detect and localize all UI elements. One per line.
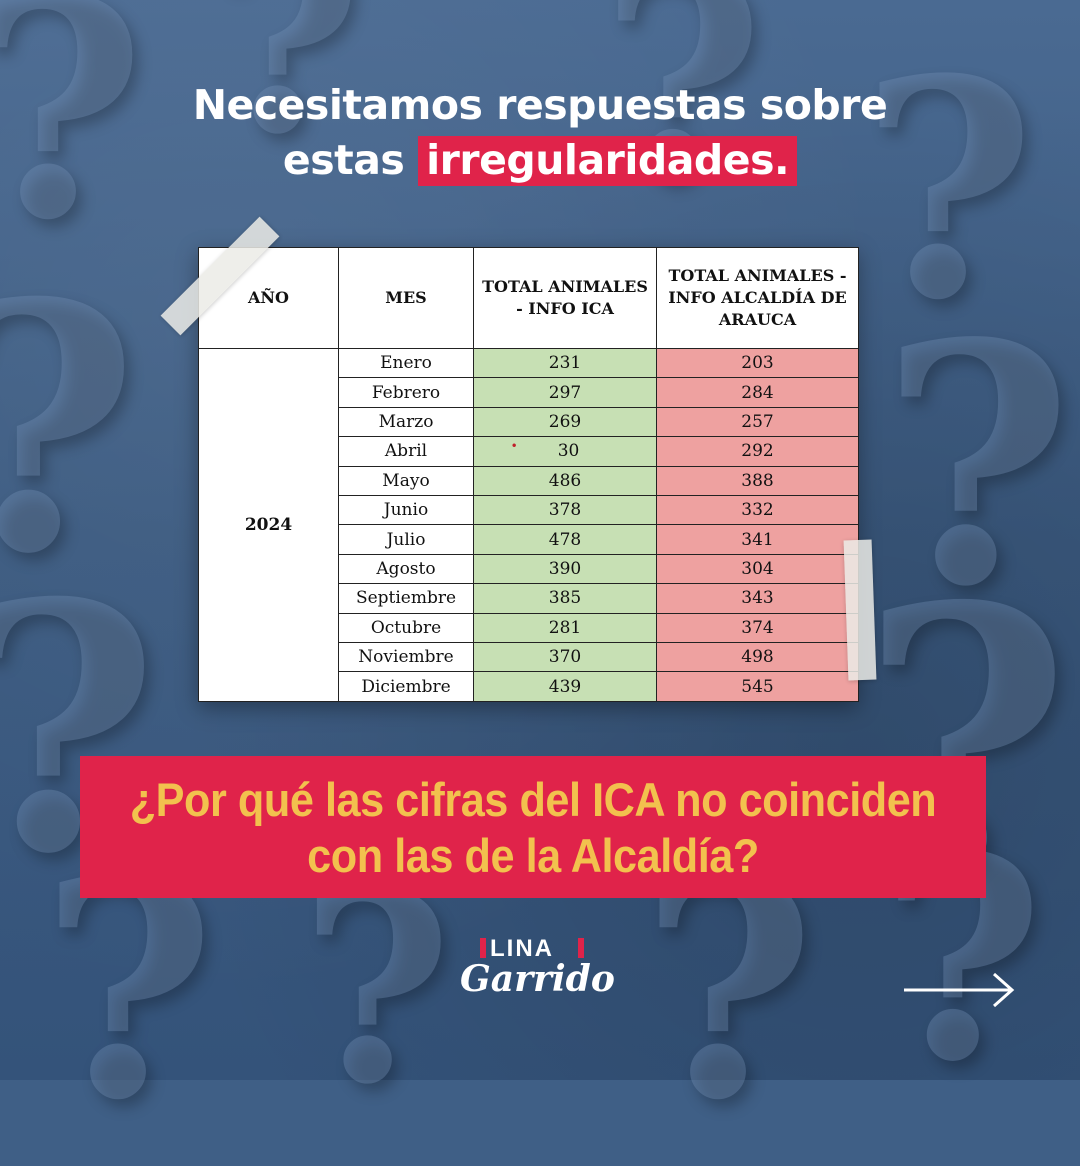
ica-value-cell: 281 <box>473 612 657 644</box>
alcaldia-value-cell: 374 <box>656 612 859 644</box>
ica-value-cell: 370 <box>473 642 657 673</box>
alcaldia-value-cell: 203 <box>656 347 859 379</box>
header-month: MES <box>338 247 474 349</box>
table-row: Noviembre 370 498 <box>199 642 859 673</box>
headline-highlight: irregularidades. <box>418 136 798 186</box>
alcaldia-value-cell: 257 <box>656 406 859 438</box>
ica-value-cell: 297 <box>473 377 657 408</box>
month-cell: Mayo <box>338 465 474 497</box>
ica-value-cell: 478 <box>473 524 657 555</box>
alcaldia-value-cell: 343 <box>656 583 859 614</box>
brand-logo: LINA Garrido <box>450 930 640 1030</box>
headline: Necesitamos respuestas sobre estas irreg… <box>0 78 1080 188</box>
table-header-row: AÑO MES TOTAL ANIMALES - INFO ICA TOTAL … <box>198 247 859 349</box>
header-alcaldia: TOTAL ANIMALES - INFO ALCALDÍA DE ARAUCA <box>656 247 859 349</box>
ica-value-cell: 385 <box>473 583 657 614</box>
alcaldia-value-cell: 284 <box>656 377 859 408</box>
alcaldia-value-cell: 341 <box>656 524 859 555</box>
data-table-image: AÑO MES TOTAL ANIMALES - INFO ICA TOTAL … <box>198 247 859 702</box>
next-arrow-icon[interactable] <box>902 972 1018 1008</box>
headline-line1: Necesitamos respuestas sobre <box>192 81 888 129</box>
headline-line2: estas irregularidades. <box>0 133 1080 188</box>
logo-top-text: LINA <box>490 935 554 962</box>
headline-line2-prefix: estas <box>282 136 419 184</box>
month-cell: Febrero <box>338 377 474 408</box>
data-table: AÑO MES TOTAL ANIMALES - INFO ICA TOTAL … <box>198 247 859 702</box>
month-cell: Diciembre <box>338 671 474 702</box>
ica-value-cell: 269 <box>473 406 657 438</box>
table-row: Abril • 30 292 <box>199 436 859 467</box>
alcaldia-value-cell: 292 <box>656 436 859 467</box>
month-cell: Septiembre <box>338 583 474 614</box>
table-row: Agosto 390 304 <box>199 553 859 585</box>
question-banner <box>80 756 986 898</box>
logo-script-text: Garrido <box>460 958 615 1000</box>
month-cell: Enero <box>338 347 474 379</box>
table-row: 2024 Enero 231 203 <box>198 347 859 702</box>
month-cell: Julio <box>338 524 474 555</box>
month-cell: Octubre <box>338 612 474 644</box>
ica-value-cell: 378 <box>473 495 657 526</box>
question-line2: con las de la Alcaldía? <box>307 829 759 882</box>
question-line1: ¿Por qué las cifras del ICA no coinciden <box>129 773 937 826</box>
year-cell: 2024 <box>198 348 339 702</box>
table-row: Octubre 281 374 <box>199 612 859 644</box>
ica-value-cell: 390 <box>473 553 657 585</box>
table-row: Diciembre 439 545 <box>199 671 859 702</box>
month-cell: Junio <box>338 495 474 526</box>
ica-value-cell: 439 <box>473 671 657 702</box>
month-cell: Abril <box>338 436 474 467</box>
question-text: ¿Por qué las cifras del ICA no coinciden… <box>116 772 950 884</box>
ica-value-cell: 231 <box>473 347 657 379</box>
header-ica: TOTAL ANIMALES - INFO ICA <box>473 247 657 349</box>
alcaldia-value-cell: 498 <box>656 642 859 673</box>
ica-value: 30 <box>557 441 580 462</box>
table-row: Julio 478 341 <box>199 524 859 555</box>
table-row: Junio 378 332 <box>199 495 859 526</box>
table-row: Septiembre 385 343 <box>199 583 859 614</box>
month-cell: Noviembre <box>338 642 474 673</box>
logo-bar-left <box>480 938 486 958</box>
table-row: Mayo 486 388 <box>199 465 859 497</box>
alcaldia-value-cell: 388 <box>656 465 859 497</box>
tape-right <box>843 539 877 681</box>
ica-value-cell: 486 <box>473 465 657 497</box>
alcaldia-value-cell: 332 <box>656 495 859 526</box>
logo-bar-right <box>578 938 584 958</box>
table-row: Febrero 297 284 <box>199 377 859 408</box>
month-cell: Agosto <box>338 553 474 585</box>
alcaldia-value-cell: 545 <box>656 671 859 702</box>
marker-dot: • <box>510 439 518 454</box>
ica-value-cell: • 30 <box>473 436 657 467</box>
table-row: Marzo 269 257 <box>199 406 859 438</box>
alcaldia-value-cell: 304 <box>656 553 859 585</box>
month-cell: Marzo <box>338 406 474 438</box>
